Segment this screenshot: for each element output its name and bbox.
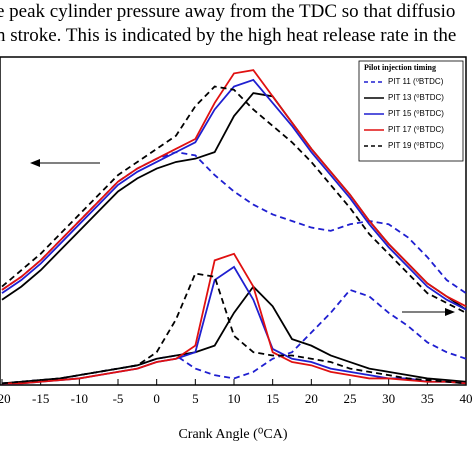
legend-label: PIT 19 (⁰BTDC) [388,141,444,150]
legend-label: PIT 13 (⁰BTDC) [388,93,444,102]
series-line [1,85,467,314]
x-tick-label: -10 [71,391,88,406]
legend-label: PIT 15 (⁰BTDC) [388,109,444,118]
series-line [2,252,467,385]
legend-label: PIT 17 (⁰BTDC) [388,125,444,134]
x-tick-label: 10 [228,391,241,406]
x-tick-label: 15 [266,391,279,406]
x-tick-label: 5 [192,391,199,406]
x-tick-label: -15 [32,391,49,406]
series-line [1,272,467,385]
x-axis-label: Crank Angle (⁰CA) [178,427,287,442]
legend-title: Pilot injection timing [364,63,436,72]
x-tick-label: -20 [0,391,11,406]
x-tick-label: 30 [382,391,395,406]
x-tick-label: 25 [344,391,357,406]
plot-frame [0,56,467,386]
series-line [1,285,467,385]
series-line [1,288,467,385]
legend-label: PIT 11 (⁰BTDC) [388,77,444,86]
series-line [2,265,467,385]
series-line [1,78,467,311]
legend-box [358,60,464,162]
x-tick-label: -5 [113,391,124,406]
caption-line: n stroke. This is indicated by the high … [0,25,456,46]
x-tick-label: 20 [305,391,318,406]
x-tick-label: 35 [421,391,434,406]
arrow-head [445,308,455,316]
arrow-head [30,159,40,167]
x-tick-label: 0 [153,391,160,406]
x-tick-label: 40 [460,391,473,406]
series-line [1,69,467,308]
caption-line: e peak cylinder pressure away from the T… [0,1,455,22]
